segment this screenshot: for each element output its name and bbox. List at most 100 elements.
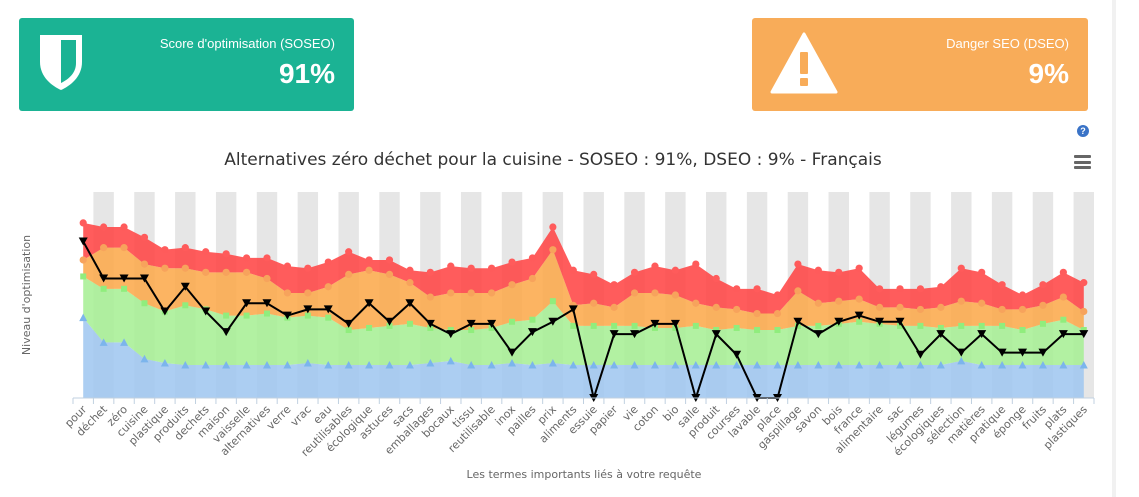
series-1-point — [100, 285, 107, 292]
series-3-point — [283, 262, 292, 270]
series-3-point — [753, 285, 761, 293]
series-4-point — [1058, 330, 1068, 339]
series-3-point — [426, 268, 434, 276]
series-2-point — [814, 299, 822, 307]
series-3-point — [467, 264, 475, 272]
series-0-point — [99, 338, 108, 346]
series-0-point — [222, 361, 231, 369]
series-2-point — [1080, 307, 1088, 316]
series-4-point — [1079, 330, 1089, 339]
series-0-point — [283, 361, 292, 369]
series-4-point — [956, 348, 966, 357]
series-0-point — [998, 361, 1007, 369]
series-0-point — [589, 361, 598, 369]
series-1-point — [754, 327, 761, 334]
series-1-point — [1039, 320, 1046, 327]
series-3-point — [100, 223, 108, 231]
chart-title: Alternatives zéro déchet pour la cuisine… — [224, 150, 882, 170]
series-2-point — [406, 279, 414, 287]
series-band-red — [83, 222, 1084, 314]
series-3-point — [875, 285, 884, 293]
hamburger-menu-icon[interactable] — [1074, 155, 1091, 169]
series-4-point — [813, 330, 823, 339]
series-0-point — [385, 361, 394, 369]
series-4-point — [936, 330, 946, 339]
series-1-point — [468, 327, 475, 334]
series-1-point — [366, 324, 373, 331]
series-3-point — [140, 233, 149, 241]
warning-icon — [770, 32, 838, 94]
series-3-point — [120, 223, 128, 231]
y-axis-title: Niveau d'optimisation — [20, 235, 33, 355]
series-3-point — [161, 246, 169, 254]
series-0-point — [548, 358, 557, 367]
series-4-point — [568, 305, 578, 314]
series-4-point — [1018, 348, 1028, 357]
series-4-point — [425, 319, 435, 328]
series-1-point — [121, 285, 128, 292]
series-band-orange — [83, 247, 1084, 331]
series-3-point — [957, 264, 965, 272]
series-1-point — [1019, 327, 1026, 334]
series-3-point — [181, 244, 189, 252]
series-0-point — [875, 361, 884, 369]
series-2-point — [855, 295, 863, 303]
series-4-point — [344, 319, 354, 328]
series-0-point — [426, 358, 435, 367]
series-3-point — [569, 266, 577, 274]
series-0-point — [610, 361, 619, 369]
series-2-point — [181, 264, 189, 272]
series-2-point — [222, 268, 230, 276]
series-4-point — [997, 348, 1007, 357]
soseo-value: 91% — [278, 58, 335, 89]
series-3-point — [79, 219, 87, 227]
series-4-point — [466, 319, 476, 328]
series-4-point — [650, 319, 660, 328]
series-3-point — [1059, 268, 1067, 276]
series-3-point — [202, 248, 210, 256]
series-1-point — [611, 322, 618, 329]
series-1-point — [897, 322, 904, 329]
series-1-point — [263, 310, 270, 317]
series-4-point — [180, 282, 190, 291]
series-1-point — [1080, 327, 1087, 334]
series-1-point — [345, 327, 352, 334]
series-3-point — [712, 274, 720, 283]
series-3-point — [324, 258, 332, 266]
series-1-point — [509, 318, 516, 325]
question-icon[interactable]: ? — [1077, 125, 1089, 137]
series-4-point — [834, 317, 844, 326]
series-4-point — [732, 350, 742, 359]
series-4-point — [385, 317, 395, 326]
series-2-point — [896, 303, 904, 311]
series-3-point — [549, 223, 557, 231]
series-0-point — [303, 358, 312, 367]
series-2-point — [875, 303, 884, 311]
series-4-point — [630, 330, 640, 339]
series-3-point — [528, 254, 537, 262]
series-3-point — [406, 266, 414, 274]
dseo-label: Danger SEO (DSEO) — [946, 36, 1069, 51]
series-2-point — [100, 244, 108, 252]
series-0-point — [487, 361, 496, 369]
series-0-point — [1079, 361, 1088, 369]
series-4-point — [139, 274, 149, 283]
series-4-point — [323, 305, 333, 314]
series-3-point — [304, 264, 312, 272]
series-1-point — [325, 314, 332, 321]
series-0-point — [120, 338, 129, 346]
series-0-point — [712, 361, 721, 369]
series-line-black — [82, 240, 1084, 402]
series-2-point — [385, 270, 394, 278]
series-1-point — [223, 312, 230, 319]
series-0-point — [201, 361, 210, 369]
series-2-point — [242, 268, 251, 276]
series-4-point — [99, 274, 109, 283]
series-3-point — [896, 285, 904, 293]
series-0-point — [957, 356, 966, 365]
series-4-point — [221, 328, 231, 337]
series-3-point — [916, 285, 925, 293]
series-4-point — [977, 330, 987, 339]
x-tick-label: vrac — [288, 403, 314, 429]
series-1-point — [856, 318, 863, 325]
